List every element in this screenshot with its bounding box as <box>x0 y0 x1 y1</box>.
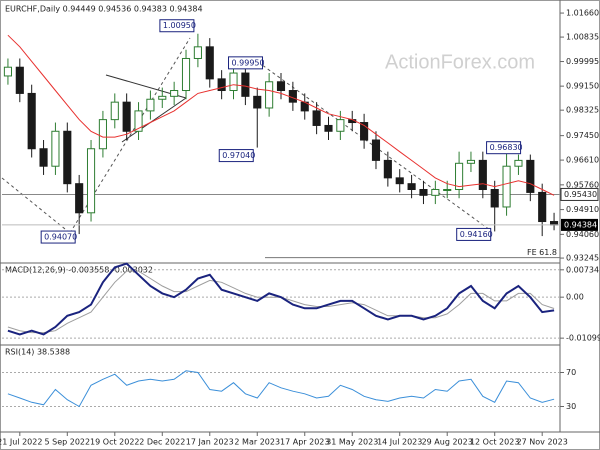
candle-body <box>526 159 535 193</box>
candle-body <box>122 101 131 132</box>
y-tick-label: 0.94910 <box>566 205 599 214</box>
candle-body <box>241 72 250 97</box>
x-tick-label: 27 Nov 2023 <box>517 438 568 447</box>
annotation-box <box>228 56 264 70</box>
rsi-line <box>7 370 555 408</box>
candle-body <box>170 90 179 97</box>
candle-body <box>312 110 321 126</box>
x-tick-label: 31 May 2023 <box>326 438 378 447</box>
candle-body <box>86 148 96 214</box>
annotation: 0.94160 <box>460 230 493 239</box>
candle-body <box>478 159 487 191</box>
y-tick-label: 30 <box>566 402 576 411</box>
candle-body <box>63 130 72 185</box>
x-tick-label: 14 Jul 2023 <box>377 438 422 447</box>
y-tick-label: 70 <box>566 368 576 377</box>
candle-body <box>75 183 84 214</box>
candle-body <box>466 159 476 164</box>
candle-body <box>514 159 523 167</box>
candle-body <box>98 119 107 150</box>
y-tick-label: 0.007341 <box>566 265 600 274</box>
candle-body <box>229 72 238 92</box>
x-tick-label: 17 Apr 2023 <box>280 438 329 447</box>
annotation-box <box>218 149 254 163</box>
candle-body <box>455 162 464 191</box>
x-tick-label: 5 Sep 2022 <box>44 438 90 447</box>
macd-line <box>7 262 555 336</box>
candle-body <box>383 159 392 179</box>
y-tick-label: 0.93245 <box>566 254 599 263</box>
annotation: 1.00950 <box>163 21 196 30</box>
watermark: ActionForex.com <box>385 51 535 73</box>
candle-body <box>15 66 24 94</box>
candle-body <box>253 95 262 109</box>
y-tick-label: -0.010996 <box>566 334 600 343</box>
moving-average <box>7 34 555 196</box>
candle-body <box>3 66 12 77</box>
candle-body <box>39 148 48 167</box>
y-tick-label: 0.96610 <box>566 156 599 165</box>
last-price-label: 0.94384 <box>564 220 597 229</box>
candle-body <box>276 81 286 92</box>
candle-body <box>158 95 167 100</box>
annotation-box <box>40 230 76 244</box>
x-tick-label: 2 Dec 2022 <box>139 438 185 447</box>
candle-body <box>490 189 499 208</box>
candle-body <box>371 139 381 161</box>
fe-label: FE 61.8 <box>527 248 557 257</box>
x-tick-label: 2 Mar 2023 <box>234 438 280 447</box>
annotation: 0.96830 <box>490 143 523 152</box>
candle-body <box>146 98 155 112</box>
candle-body <box>181 57 191 92</box>
x-tick-label: 19 Oct 2022 <box>90 438 139 447</box>
x-tick-label: 21 Jul 2022 <box>0 438 42 447</box>
y-tick-label: 0.97450 <box>566 131 599 140</box>
candle-body <box>336 119 345 132</box>
x-tick-label: 17 Jan 2023 <box>186 438 234 447</box>
annotation: 0.97040 <box>222 151 255 160</box>
candle-body <box>431 189 440 196</box>
annotation-box <box>456 227 492 241</box>
level-label: 0.95430 <box>564 190 597 199</box>
candle-body <box>502 165 511 208</box>
x-tick-label: 12 Oct 2023 <box>470 438 519 447</box>
rsi-title: RSI(14) 38.5388 <box>5 348 70 357</box>
candle-body <box>443 189 452 192</box>
last-price-box <box>561 218 598 231</box>
candle-body <box>288 90 297 103</box>
candle-body <box>27 92 36 150</box>
candle-body <box>265 81 274 109</box>
candle-body <box>217 78 226 92</box>
candle-body <box>419 189 428 196</box>
annotation-box <box>159 19 195 33</box>
y-tick-label: 0.94060 <box>566 230 599 239</box>
y-tick-label: 0.98325 <box>566 106 599 115</box>
annotation-box <box>486 141 522 155</box>
candle-body <box>324 124 333 132</box>
y-tick-label: 1.01660 <box>566 9 599 18</box>
x-tick-label: 29 Aug 2023 <box>422 438 473 447</box>
annotation: 0.94070 <box>44 233 77 242</box>
candle-body <box>51 130 60 167</box>
level-box <box>560 187 599 201</box>
annotation: 0.99950 <box>232 58 265 67</box>
candle-body <box>193 46 202 59</box>
y-tick-label: 1.00835 <box>566 33 599 42</box>
y-tick-label: 0.99995 <box>566 57 599 66</box>
y-tick-label: 0.95760 <box>566 180 599 189</box>
y-tick-label: 0.00 <box>566 293 584 302</box>
candle-body <box>395 177 404 185</box>
candle-body <box>407 183 416 191</box>
candle-body <box>110 101 119 121</box>
candle-body <box>134 110 143 132</box>
candle-body <box>205 46 214 80</box>
y-tick-label: 0.99150 <box>566 82 599 91</box>
candle-body <box>360 122 369 141</box>
chart-title: EURCHF,Daily 0.94449 0.94536 0.94383 0.9… <box>5 5 203 14</box>
candle-body <box>538 191 547 223</box>
candle-body <box>550 221 559 226</box>
